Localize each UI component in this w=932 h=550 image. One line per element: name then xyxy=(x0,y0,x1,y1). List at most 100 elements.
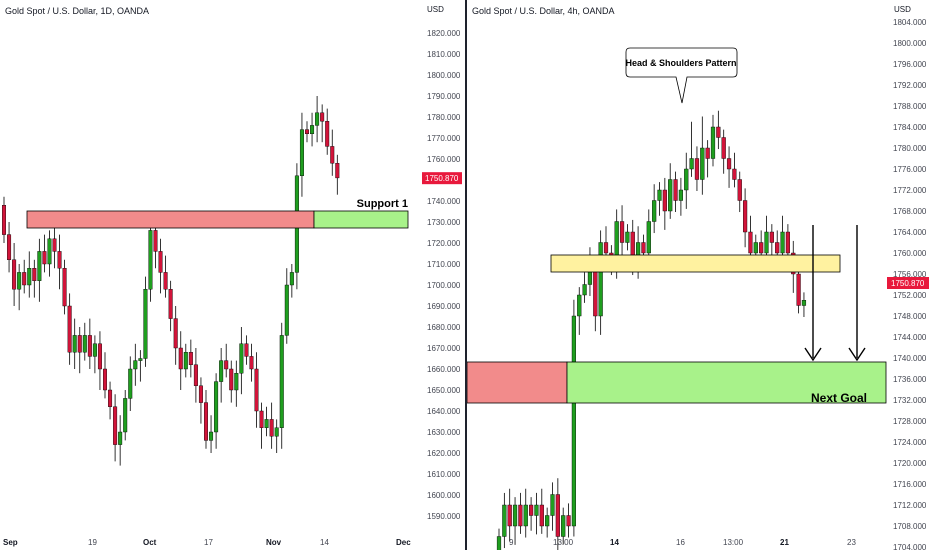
bearish-candle xyxy=(57,251,62,269)
time-tick-label: 21 xyxy=(780,538,789,547)
bullish-candle xyxy=(523,504,528,527)
price-tick-label: 1756.000 xyxy=(893,270,927,279)
time-tick-label: Dec xyxy=(396,538,411,547)
bearish-candle xyxy=(737,179,742,201)
price-tick-label: 1748.000 xyxy=(893,312,927,321)
bullish-candle xyxy=(299,129,304,177)
price-axis-left[interactable]: 1820.000 1810.000 1800.000 1790.000 1780.000… xyxy=(427,29,461,521)
price-tick-label: 1728.000 xyxy=(893,417,927,426)
bullish-candle xyxy=(502,504,507,537)
price-tick-label: 1700.000 xyxy=(427,281,461,290)
bearish-candle xyxy=(305,129,310,135)
support-zone-label: Support 1 xyxy=(357,198,408,210)
bearish-candle xyxy=(2,204,6,235)
right-chart-panel[interactable]: 1804.000 1800.000 1796.000 1792.000 1788.000… xyxy=(467,0,932,550)
price-tick-label: 1660.000 xyxy=(427,365,461,374)
price-tick-label: 1720.000 xyxy=(427,239,461,248)
bullish-candle xyxy=(219,360,224,382)
bullish-candle xyxy=(561,515,566,537)
bearish-candle xyxy=(158,251,163,273)
bearish-candle xyxy=(775,242,780,254)
time-tick-label: Oct xyxy=(143,538,157,547)
price-tick-label: 1760.000 xyxy=(427,155,461,164)
price-tick-label: 1716.000 xyxy=(893,480,927,489)
bullish-candle xyxy=(496,536,502,550)
bearish-candle xyxy=(42,251,47,265)
bullish-candle xyxy=(209,431,214,441)
bearish-candle xyxy=(769,231,774,243)
price-axis-right[interactable]: 1804.000 1800.000 1796.000 1792.000 1788.000… xyxy=(893,18,927,550)
bullish-candle xyxy=(668,179,673,212)
time-tick-label: 14 xyxy=(320,538,329,547)
bearish-candle xyxy=(32,268,37,282)
bearish-candle xyxy=(603,242,609,254)
price-tick-label: 1744.000 xyxy=(893,333,927,342)
time-tick-label: 19 xyxy=(88,538,97,547)
bearish-candle xyxy=(203,402,208,441)
price-tick-label: 1736.000 xyxy=(893,375,927,384)
bearish-candle xyxy=(518,504,523,527)
bullish-candle xyxy=(764,231,769,254)
bullish-candle xyxy=(678,189,683,201)
bearish-candle xyxy=(178,347,183,370)
price-tick-label: 1712.000 xyxy=(893,501,927,510)
bullish-candle xyxy=(598,242,603,317)
target-zone-label: Next Goal xyxy=(811,391,867,405)
bearish-candle xyxy=(269,419,274,437)
price-tick-label: 1670.000 xyxy=(427,344,461,353)
price-tick-label: 1790.000 xyxy=(427,92,461,101)
price-tick-label: 1704.000 xyxy=(893,543,927,550)
currency-label: USD xyxy=(427,5,444,14)
bullish-candle xyxy=(92,343,97,357)
neckline-zone[interactable] xyxy=(550,254,841,273)
bullish-candle xyxy=(684,168,689,191)
bullish-candle xyxy=(128,368,133,399)
price-tick-label: 1772.000 xyxy=(893,186,927,195)
bearish-candle xyxy=(748,231,753,254)
price-tick-label: 1780.000 xyxy=(893,144,927,153)
last-price-value: 1750.870 xyxy=(425,174,459,183)
bearish-candle xyxy=(7,234,12,261)
pattern-callout[interactable]: Head & Shoulders Pattern xyxy=(625,47,738,104)
price-tick-label: 1620.000 xyxy=(427,449,461,458)
price-tick-label: 1650.000 xyxy=(427,386,461,395)
last-price-tag xyxy=(422,172,462,185)
panel-divider[interactable] xyxy=(465,0,467,550)
bullish-candle xyxy=(37,251,42,281)
price-tick-label: 1600.000 xyxy=(427,491,461,500)
4h-candlestick-chart[interactable]: 1804.000 1800.000 1796.000 1792.000 1788.000… xyxy=(467,0,932,550)
bullish-candle xyxy=(571,315,576,527)
last-price-tag xyxy=(887,277,929,289)
bullish-candle xyxy=(17,272,22,290)
price-tick-label: 1796.000 xyxy=(893,60,927,69)
price-tick-label: 1724.000 xyxy=(893,438,927,447)
bearish-candle xyxy=(102,368,107,391)
daily-candlestick-chart[interactable]: 1820.000 1810.000 1800.000 1790.000 1780.000… xyxy=(0,0,465,550)
bearish-candle xyxy=(330,146,335,164)
support-zone[interactable] xyxy=(313,210,409,229)
bullish-candle xyxy=(123,398,128,433)
left-chart-panel[interactable]: 1820.000 1810.000 1800.000 1790.000 1780.000… xyxy=(0,0,465,550)
bearish-candle xyxy=(726,158,732,170)
resistance-zone[interactable] xyxy=(26,210,315,229)
target-zone[interactable] xyxy=(566,361,887,404)
bearish-candle xyxy=(555,494,560,537)
bullish-candle xyxy=(118,431,123,445)
chart-title: Gold Spot / U.S. Dollar, 1D, OANDA xyxy=(5,6,150,16)
price-tick-label: 1780.000 xyxy=(427,113,461,122)
price-tick-label: 1764.000 xyxy=(893,228,927,237)
price-tick-label: 1804.000 xyxy=(893,18,927,27)
price-tick-label: 1590.000 xyxy=(427,512,461,521)
down-arrow-icon xyxy=(848,225,866,362)
bullish-candle xyxy=(545,515,550,527)
bullish-candle xyxy=(143,289,148,359)
bearish-candle xyxy=(108,389,113,407)
time-tick-label: 9 xyxy=(509,538,514,547)
time-tick-label: Sep xyxy=(3,538,18,547)
time-axis-left[interactable]: Sep 19 Oct 17 Nov 14 Dec xyxy=(3,538,411,547)
breakout-zone[interactable] xyxy=(467,361,568,404)
price-tick-label: 1760.000 xyxy=(893,249,927,258)
bullish-candle xyxy=(512,504,518,527)
bullish-candle xyxy=(289,272,294,286)
